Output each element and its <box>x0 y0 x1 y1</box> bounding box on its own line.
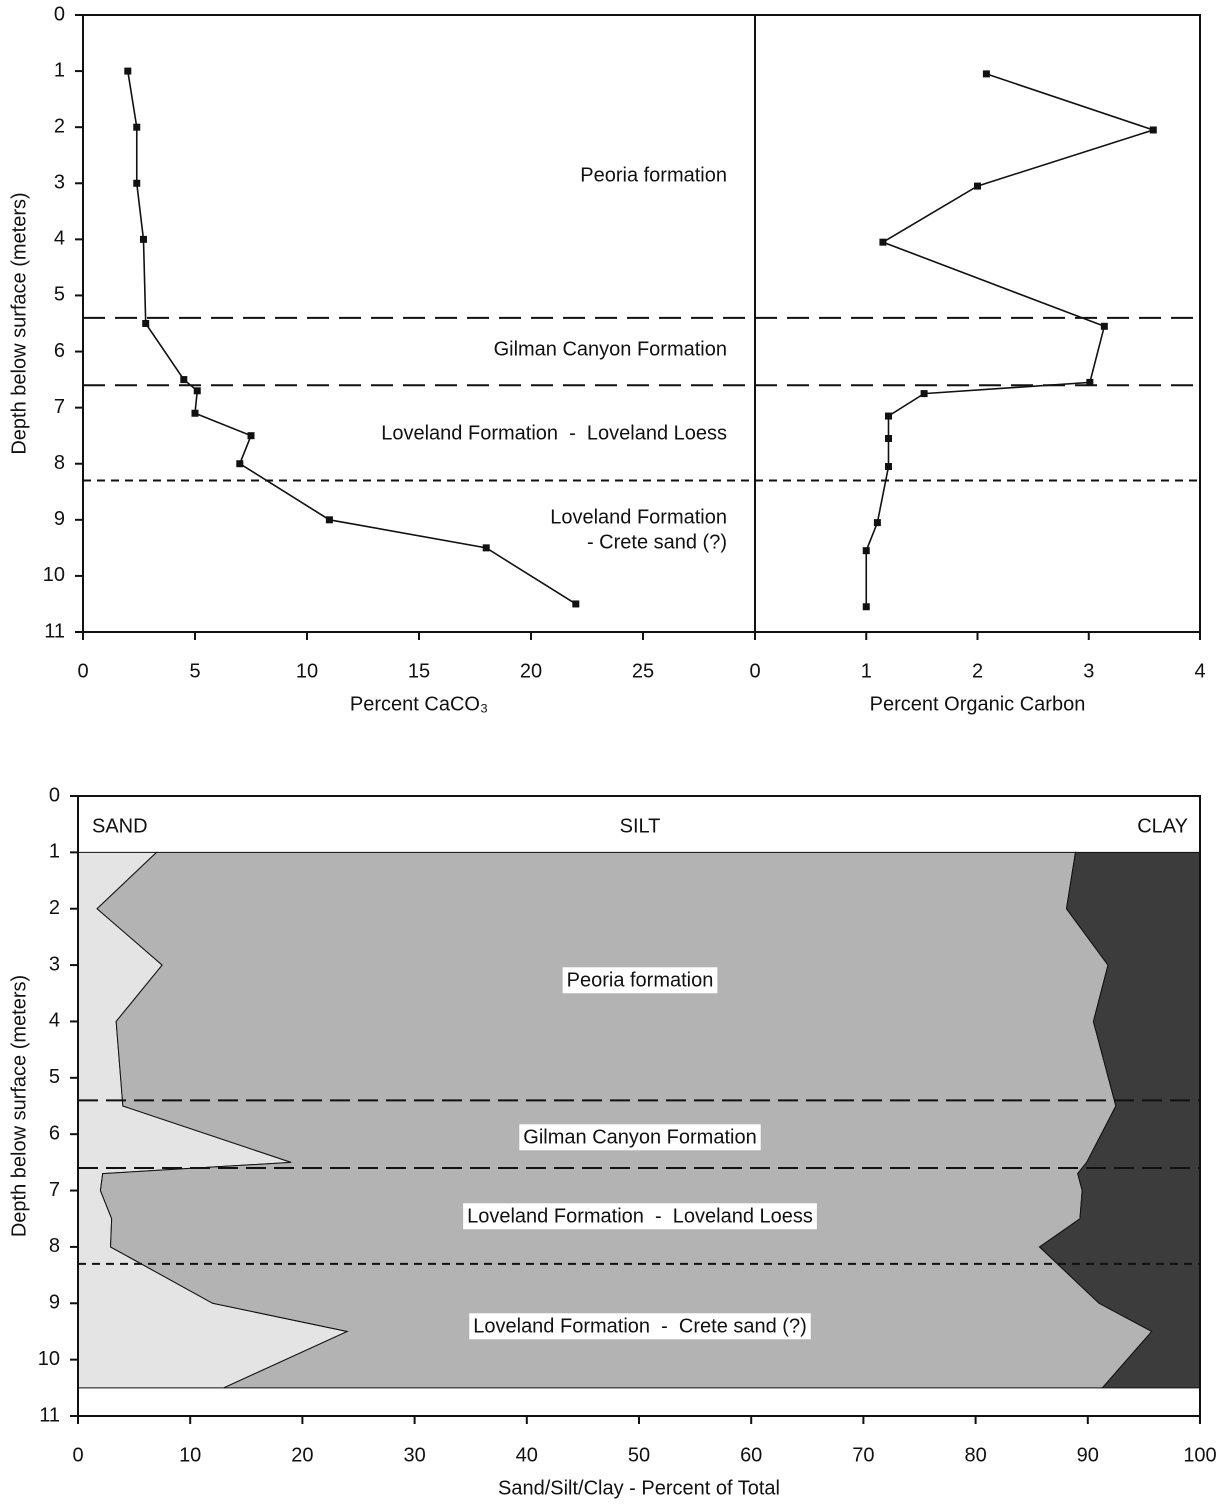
data-point <box>139 235 147 243</box>
plots <box>77 851 1201 1389</box>
y-tick-label: 10 <box>43 564 65 586</box>
y-axis-title: Depth below surface (meters) <box>8 192 30 454</box>
annotation: Loveland Formation <box>550 506 727 528</box>
y-tick-label: 4 <box>49 1010 60 1032</box>
data-point <box>133 179 141 187</box>
data-point <box>482 544 490 552</box>
x-tick-label: 0 <box>77 660 88 682</box>
x-tick-label: 3 <box>1083 660 1094 682</box>
annotation: Loveland Formation - Loveland Loess <box>381 422 727 444</box>
data-point <box>862 603 870 611</box>
data-point <box>862 547 870 555</box>
top-frame <box>82 14 1201 633</box>
x-tick-label: 0 <box>749 660 760 682</box>
y-tick-label: 7 <box>54 396 65 418</box>
data-point <box>1086 378 1094 386</box>
x-tick-label: 10 <box>179 1444 201 1466</box>
data-point <box>180 376 188 384</box>
x-tick-label: 30 <box>403 1444 425 1466</box>
data-point <box>191 409 199 417</box>
y-tick-label: 4 <box>54 228 65 250</box>
y-tick-label: 9 <box>49 1292 60 1314</box>
data-point <box>885 434 892 442</box>
data-point <box>572 600 580 608</box>
y-tick-label: 1 <box>49 841 60 863</box>
x-tick-label: 50 <box>628 1444 650 1466</box>
series-label: SILT <box>620 815 661 837</box>
data-point <box>124 67 132 75</box>
y-tick-label: 0 <box>49 784 60 806</box>
annotation: Loveland Formation - Loveland Loess <box>467 1205 813 1227</box>
x-tick-label: 4 <box>1194 660 1205 682</box>
y-tick-label: 5 <box>49 1066 60 1088</box>
y-tick-label: 8 <box>54 452 65 474</box>
data-point <box>193 387 201 395</box>
y-tick-label: 10 <box>38 1348 60 1370</box>
x-tick-label: 90 <box>1077 1444 1099 1466</box>
data-point <box>325 516 333 524</box>
data-point <box>885 412 892 420</box>
x-tick-label: 80 <box>964 1444 986 1466</box>
annotation-box <box>469 1313 811 1340</box>
annotation-box <box>463 1203 817 1230</box>
y-tick-label: 7 <box>49 1179 60 1201</box>
x-axis-title: Sand/Silt/Clay - Percent of Total <box>498 1477 780 1499</box>
x-tick-label: 100 <box>1183 1444 1216 1466</box>
x-tick-label: 5 <box>189 660 200 682</box>
data-point <box>142 320 150 327</box>
x-tick-label: 60 <box>740 1444 762 1466</box>
annotation: Peoria formation <box>567 969 714 991</box>
y-tick-label: 3 <box>54 172 65 194</box>
y-tick-label: 1 <box>54 59 65 81</box>
data-point <box>236 460 244 468</box>
area-silt <box>96 851 1153 1389</box>
data-point <box>1149 126 1157 134</box>
data-point <box>982 70 990 78</box>
y-axis-title: Depth below surface (meters) <box>8 975 30 1237</box>
x-tick-label: 2 <box>972 660 983 682</box>
y-tick-label: 2 <box>49 897 60 919</box>
y-tick-label: 9 <box>54 508 65 530</box>
annotation: Gilman Canyon Formation <box>523 1126 756 1148</box>
y-tick-label: 11 <box>39 1404 60 1426</box>
y-tick-label: 6 <box>54 340 65 362</box>
x-tick-label: 20 <box>291 1444 313 1466</box>
y-tick-label: 3 <box>49 953 60 975</box>
x-tick-label: 25 <box>632 660 654 682</box>
data-point <box>879 238 887 246</box>
annotation: - Crete sand (?) <box>587 531 727 553</box>
annotation-box <box>519 1124 761 1151</box>
series-label: SAND <box>92 815 148 837</box>
y-tick-label: 0 <box>54 3 65 25</box>
x-tick-label: 1 <box>861 660 872 682</box>
x-axis-title: Percent CaCO₃ <box>350 693 488 715</box>
series-label: CLAY <box>1137 815 1188 837</box>
data-point <box>873 519 881 527</box>
annotation-box <box>562 967 718 994</box>
data-point <box>247 432 255 440</box>
annotation: Loveland Formation - Crete sand (?) <box>473 1315 807 1337</box>
x-tick-label: 15 <box>408 660 430 682</box>
annotation: Gilman Canyon Formation <box>494 338 727 360</box>
y-tick-label: 6 <box>49 1122 60 1144</box>
data-point <box>920 390 928 398</box>
x-tick-label: 20 <box>520 660 542 682</box>
x-tick-label: 10 <box>296 660 318 682</box>
x-tick-label: 40 <box>516 1444 538 1466</box>
x-axis-title: Percent Organic Carbon <box>870 693 1086 715</box>
annotation: Peoria formation <box>580 164 727 186</box>
x-tick-label: 70 <box>852 1444 874 1466</box>
y-tick-label: 11 <box>44 620 65 642</box>
data-point <box>974 182 981 190</box>
y-tick-label: 8 <box>49 1235 60 1257</box>
data-point <box>885 463 892 471</box>
data-point <box>1100 322 1108 330</box>
x-tick-label: 0 <box>72 1444 83 1466</box>
data-point <box>133 123 141 131</box>
y-tick-label: 2 <box>54 115 65 137</box>
y-tick-label: 5 <box>54 284 65 306</box>
